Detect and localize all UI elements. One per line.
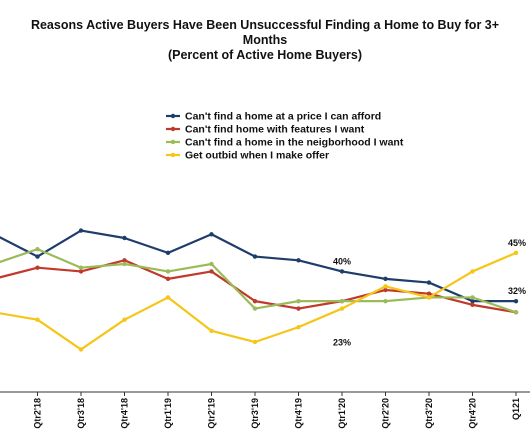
series-point [296, 306, 301, 311]
legend-entry: Can't find a home in the neigborhood I w… [185, 137, 404, 149]
series-point [339, 269, 345, 274]
legend-marker [170, 139, 176, 145]
x-tick-label: Qtr2'19 [207, 398, 217, 429]
series-point [339, 306, 345, 311]
series-point [426, 295, 432, 300]
series-point [78, 269, 84, 274]
series-point [470, 298, 475, 304]
series-point [252, 339, 258, 345]
series-point [122, 235, 127, 241]
x-tick-label: Qtr3'19 [250, 398, 260, 429]
x-tick-label: Qtr4'20 [468, 398, 478, 429]
x-tick-label: Qtr4'19 [294, 398, 304, 429]
series-point [209, 232, 214, 237]
series-point [122, 317, 127, 322]
x-tick-label: Qtr3'18 [76, 398, 86, 429]
series-point [513, 298, 519, 304]
series-point [252, 298, 258, 304]
series-line-2 [0, 248, 517, 314]
x-tick-label: Qtr1'19 [163, 398, 173, 429]
series-point [513, 310, 519, 315]
series-point [470, 302, 475, 308]
data-label: 40% [333, 256, 351, 266]
x-tick-label: Qtr2'18 [33, 398, 43, 429]
series-point [78, 228, 84, 233]
series-point [209, 261, 214, 267]
series-point [296, 298, 301, 304]
series-point [165, 250, 171, 256]
x-tick-label: Qtr1'20 [337, 398, 347, 429]
series-point [426, 280, 432, 285]
series-point [296, 258, 301, 263]
series-point [470, 269, 475, 274]
series-point [165, 276, 171, 282]
series-point [122, 261, 127, 267]
series-point [209, 328, 214, 334]
x-tick-label: Qtr2'20 [381, 398, 391, 429]
x-tick-label: Q121 [511, 398, 521, 420]
legend-entry: Get outbid when I make offer [185, 150, 329, 162]
series-point [383, 276, 388, 282]
series-point [35, 254, 40, 259]
chart-title: Reasons Active Buyers Have Been Unsucces… [0, 18, 530, 63]
series-point [383, 284, 388, 289]
series-point [383, 287, 388, 293]
series-point [426, 291, 432, 296]
legend-entry: Can't find home with features I want [185, 124, 365, 136]
data-label: 32% [508, 286, 526, 296]
series-point [35, 317, 40, 322]
series-point [35, 246, 40, 252]
chart-subtitle: (Percent of Active Home Buyers) [167, 48, 363, 62]
series-point [165, 295, 171, 300]
legend-entry: Can't find a home at a price I can affor… [185, 111, 381, 123]
series-point [165, 269, 171, 274]
x-tick-label: Qtr3'20 [424, 398, 434, 429]
series-point [122, 258, 127, 263]
series-point [78, 265, 84, 270]
legend-marker [170, 113, 176, 119]
series-point [78, 347, 84, 352]
x-tick-label: Qtr4'18 [120, 398, 130, 429]
series-point [35, 265, 40, 270]
series-point [252, 306, 258, 311]
data-label: 23% [333, 338, 351, 348]
series-point [470, 295, 475, 300]
data-label: 45% [508, 238, 526, 248]
series-point [296, 324, 301, 330]
series-point [383, 298, 388, 304]
legend-marker [170, 126, 176, 132]
chart-title-line-2: Months [242, 33, 288, 47]
legend-marker [170, 152, 176, 158]
series-point [339, 298, 345, 304]
series-point [209, 269, 214, 274]
chart-title-line-1: Reasons Active Buyers Have Been Unsucces… [30, 18, 500, 32]
series-point [252, 254, 258, 259]
series-point [513, 250, 519, 256]
